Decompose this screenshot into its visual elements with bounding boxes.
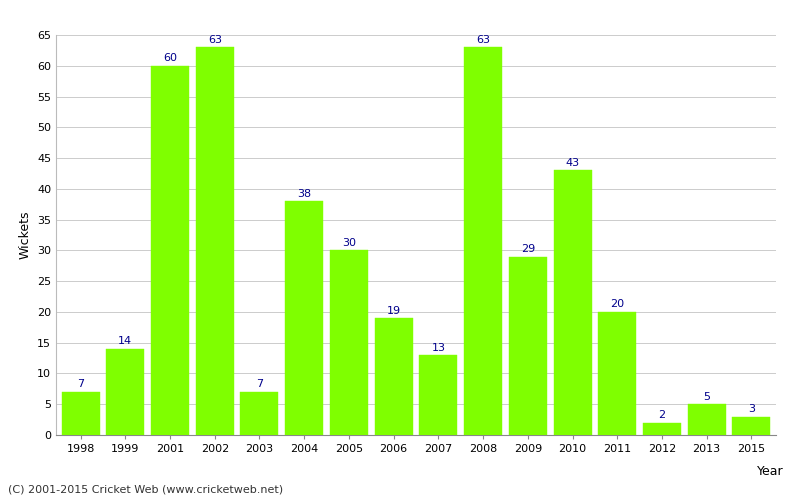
Bar — [285, 201, 323, 435]
Bar — [62, 392, 100, 435]
Bar — [151, 66, 189, 435]
Text: 30: 30 — [342, 238, 356, 248]
Text: 13: 13 — [431, 342, 446, 352]
Text: 60: 60 — [163, 54, 177, 64]
Bar — [106, 349, 144, 435]
Text: 19: 19 — [386, 306, 401, 316]
Text: 63: 63 — [476, 35, 490, 45]
Bar — [196, 48, 234, 435]
Text: 14: 14 — [118, 336, 132, 346]
Text: 43: 43 — [566, 158, 579, 168]
Bar — [732, 416, 770, 435]
Bar — [554, 170, 591, 435]
Text: 5: 5 — [703, 392, 710, 402]
Text: 29: 29 — [521, 244, 535, 254]
Bar — [598, 312, 636, 435]
Text: 3: 3 — [748, 404, 755, 414]
Text: 38: 38 — [297, 188, 311, 198]
Bar — [643, 422, 681, 435]
Bar — [464, 48, 502, 435]
Text: Year: Year — [758, 465, 784, 478]
Text: 7: 7 — [77, 380, 84, 390]
Bar — [419, 355, 458, 435]
Bar — [688, 404, 726, 435]
Text: (C) 2001-2015 Cricket Web (www.cricketweb.net): (C) 2001-2015 Cricket Web (www.cricketwe… — [8, 485, 283, 495]
Text: 7: 7 — [256, 380, 263, 390]
Bar — [509, 256, 547, 435]
Text: 2: 2 — [658, 410, 666, 420]
Text: 63: 63 — [208, 35, 222, 45]
Text: 20: 20 — [610, 300, 624, 310]
Bar — [241, 392, 278, 435]
Y-axis label: Wickets: Wickets — [18, 211, 31, 259]
Bar — [330, 250, 368, 435]
Bar — [374, 318, 413, 435]
